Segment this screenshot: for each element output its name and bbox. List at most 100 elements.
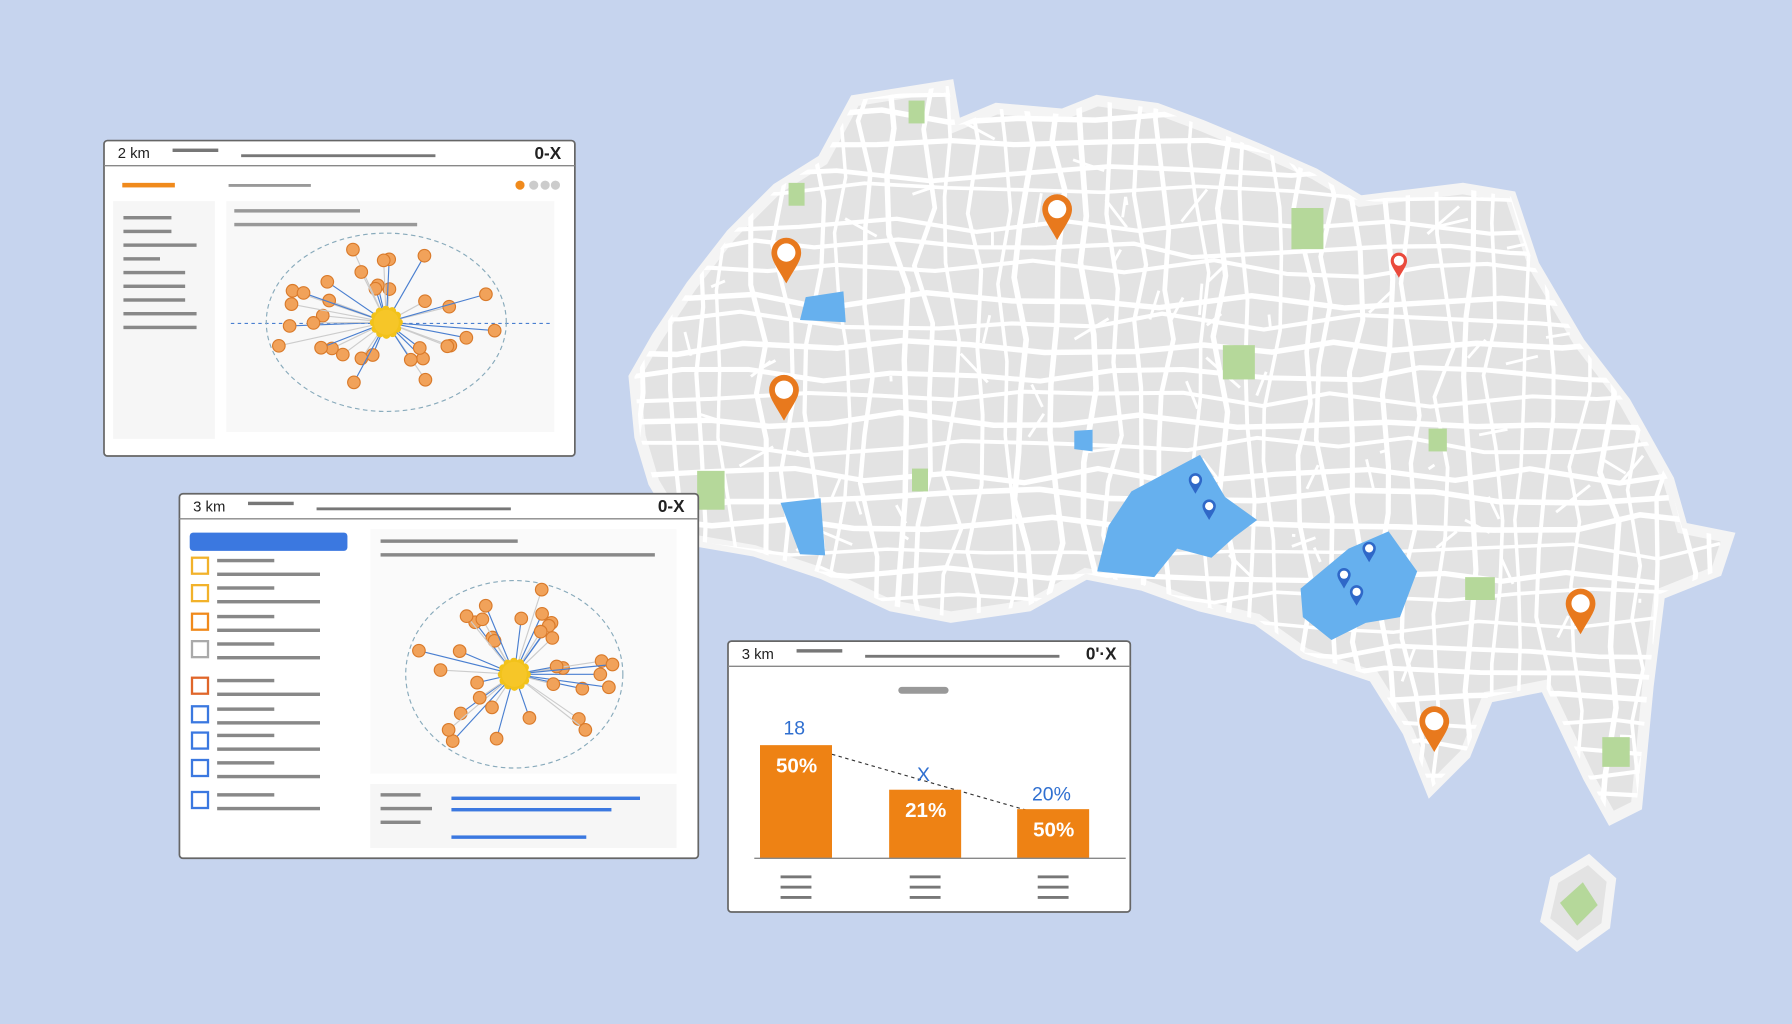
text-line: [217, 793, 275, 797]
network-link: [386, 293, 487, 323]
street: [1618, 454, 1645, 485]
trend-line: [831, 753, 1032, 812]
pin-icon: [1571, 594, 1590, 613]
street: [1206, 262, 1228, 284]
area: [780, 498, 826, 556]
scale-label: 3 km: [742, 647, 774, 663]
bar-label: 50%: [1033, 818, 1074, 841]
checkbox[interactable]: [190, 640, 210, 659]
checkbox[interactable]: [190, 790, 210, 810]
x-label-line: [909, 875, 941, 879]
text-line: [217, 721, 320, 725]
x-label-line: [1037, 896, 1069, 899]
window-controls[interactable]: 0-X: [534, 143, 561, 163]
text-line: [217, 642, 275, 646]
text-line: [217, 707, 275, 711]
sidebar: [113, 201, 215, 439]
text-line: [217, 774, 320, 779]
network-node: [478, 598, 493, 613]
network-node: [346, 242, 360, 257]
network-node: [602, 680, 616, 695]
windows: 2 km 0-X 3 km 0-X 3 km 0'·X 50% 18 21% X 50% 20%: [103, 139, 1132, 913]
text-line: [380, 793, 421, 797]
pin-icon: [1393, 255, 1404, 266]
window: 2 km 0-X: [103, 139, 576, 457]
text-line: [380, 553, 655, 557]
x-label-line: [780, 885, 812, 889]
sidebar-header[interactable]: [189, 532, 348, 551]
network-node: [459, 330, 474, 345]
park: [1560, 882, 1598, 926]
street: [1185, 380, 1199, 410]
street: [1073, 317, 1110, 341]
park: [788, 182, 805, 206]
street: [1201, 457, 1218, 479]
window-controls[interactable]: 0'·X: [1086, 643, 1117, 663]
checkbox[interactable]: [190, 612, 210, 631]
text-line: [172, 148, 219, 152]
street: [683, 331, 693, 357]
network-link: [291, 303, 387, 323]
window: 3 km 0'·X 50% 18 21% X 50% 20%: [727, 640, 1132, 913]
text-line: [217, 614, 275, 619]
park: [1222, 345, 1255, 380]
network-node: [546, 677, 561, 692]
network-node: [306, 316, 321, 330]
network-node: [472, 690, 487, 705]
checkbox[interactable]: [190, 584, 210, 603]
network-node: [284, 297, 299, 311]
street: [634, 258, 1714, 279]
park: [1428, 428, 1447, 452]
text-line: [217, 600, 320, 604]
street: [634, 465, 1694, 486]
network-node: [489, 731, 504, 746]
street: [1365, 458, 1375, 489]
park: [1602, 737, 1630, 767]
pin-icon: [1191, 475, 1200, 484]
pin-icon: [1352, 587, 1361, 596]
network-node: [535, 607, 549, 621]
bar-label: 21%: [905, 799, 946, 822]
bar: [889, 789, 962, 859]
street: [1555, 484, 1591, 514]
network-node: [320, 274, 335, 289]
street: [1084, 446, 1118, 454]
checkbox[interactable]: [190, 731, 210, 750]
street: [1291, 536, 1317, 548]
text-line: [241, 154, 436, 158]
street: [1205, 312, 1223, 327]
text-line: [228, 184, 311, 187]
checkbox[interactable]: [190, 676, 210, 695]
network-node: [514, 611, 529, 626]
network-node: [412, 341, 427, 355]
park: [1465, 577, 1495, 600]
window-controls[interactable]: 0-X: [658, 496, 685, 516]
checkbox[interactable]: [190, 758, 210, 778]
bar: [760, 745, 832, 859]
street: [1556, 615, 1570, 638]
street: [1027, 412, 1046, 438]
text-line: [248, 501, 294, 506]
status-dot: [529, 180, 539, 190]
x-label-line: [909, 896, 941, 899]
network-node: [441, 723, 456, 737]
text-line: [380, 806, 432, 811]
area: [1074, 429, 1093, 452]
checkbox[interactable]: [190, 556, 210, 575]
value-label: X: [917, 764, 930, 786]
network-node: [315, 308, 330, 323]
network-link: [452, 673, 515, 742]
text-line: [123, 312, 197, 316]
network-node: [470, 675, 484, 690]
network-node: [485, 700, 499, 715]
street: [1379, 448, 1390, 454]
network-node: [433, 663, 448, 677]
street: [1499, 557, 1515, 585]
street: [964, 121, 996, 141]
pin-icon: [1205, 502, 1214, 511]
street: [1255, 371, 1268, 397]
checkbox[interactable]: [190, 705, 210, 724]
text-line: [380, 820, 421, 824]
network-node: [282, 319, 297, 333]
